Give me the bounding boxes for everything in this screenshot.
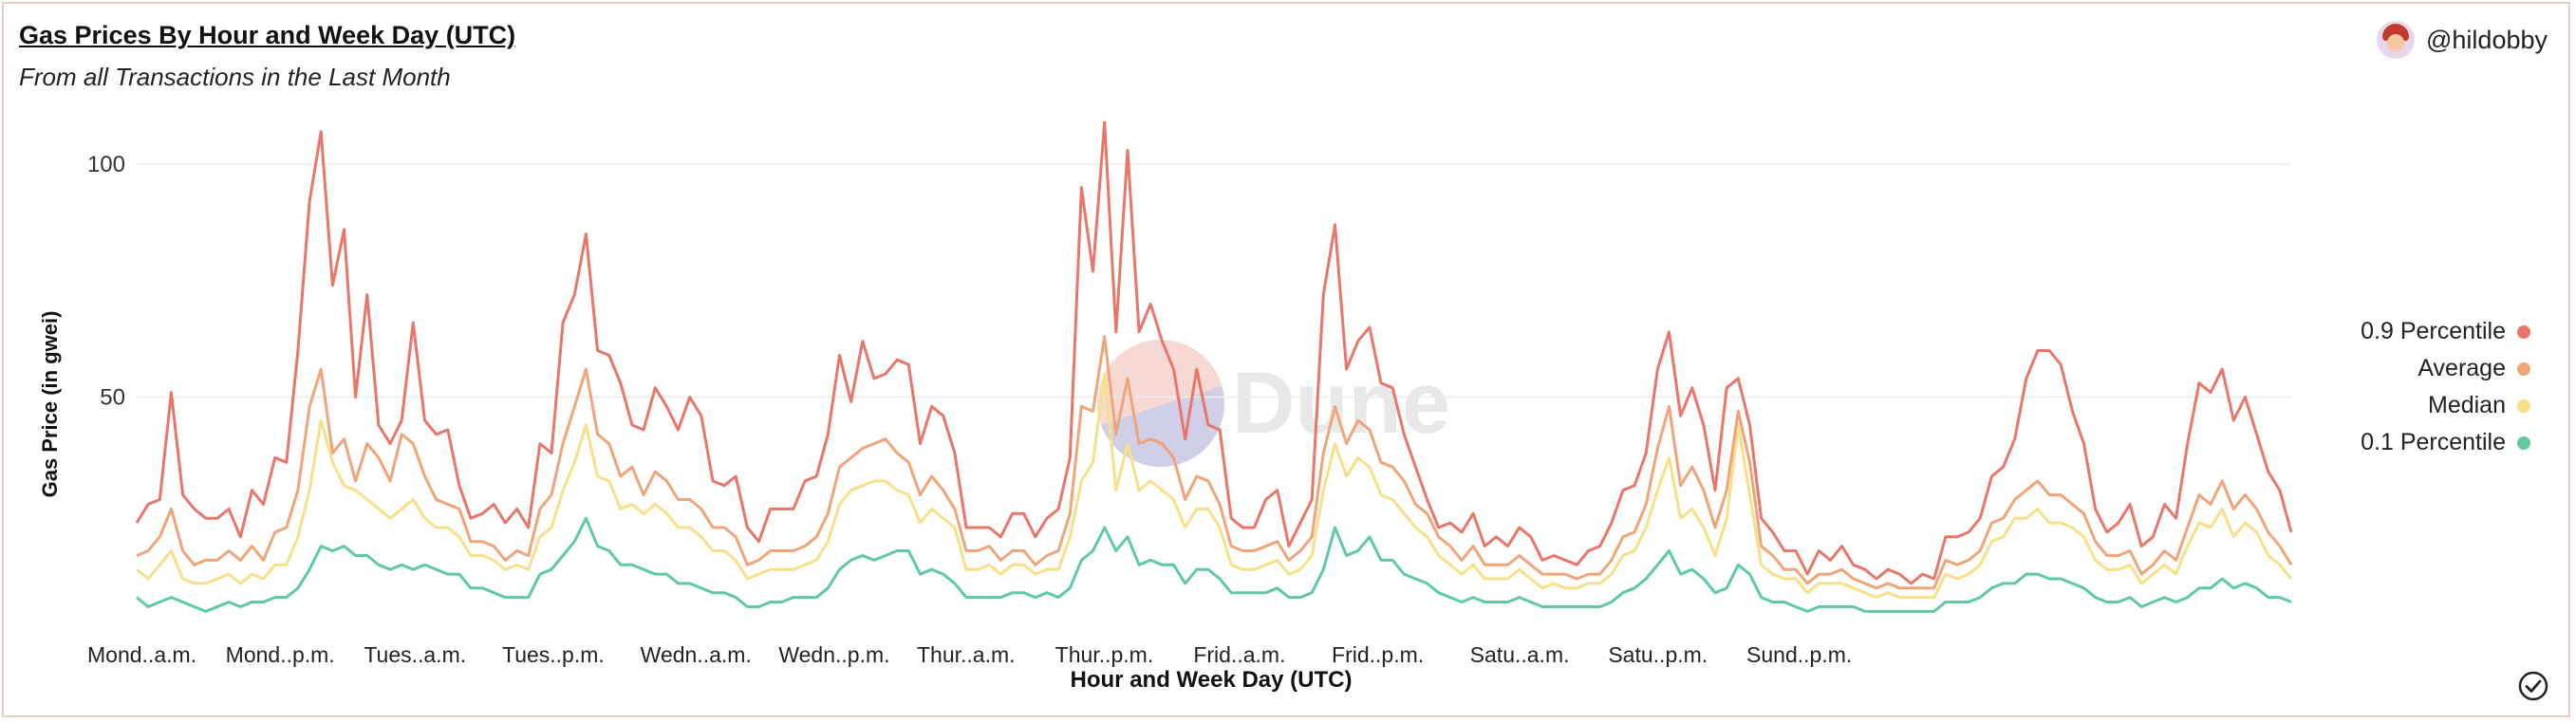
x-tick-label: Wedn..a.m. <box>641 642 752 667</box>
author-name[interactable]: @hildobby <box>2426 25 2548 54</box>
x-tick-label: Satu..a.m. <box>1470 642 1570 667</box>
legend-item[interactable]: 0.9 Percentile <box>2361 313 2530 350</box>
legend-item[interactable]: Median <box>2361 387 2530 424</box>
x-tick-label: Frid..p.m. <box>1332 642 1424 667</box>
dune-watermark-text: Dune <box>1232 355 1450 452</box>
legend-label: Median <box>2428 392 2506 418</box>
legend-label: Average <box>2417 355 2506 381</box>
chart-subtitle: From all Transactions in the Last Month <box>19 63 451 91</box>
x-tick-label: Mond..p.m. <box>226 642 335 667</box>
y-axis-label: Gas Price (in gwei) <box>38 311 62 498</box>
series-line-0-9-percentile[interactable] <box>135 120 2293 585</box>
x-axis-label: Hour and Week Day (UTC) <box>1071 667 1353 693</box>
legend-dot-icon <box>2517 362 2530 376</box>
x-tick-label: Satu..p.m. <box>1608 642 1708 667</box>
legend-dot-icon <box>2517 324 2530 339</box>
x-tick-label: Wedn..p.m. <box>778 642 889 667</box>
check-circle-icon[interactable] <box>2517 670 2549 702</box>
avatar-icon[interactable] <box>2377 21 2415 59</box>
x-tick-label: Frid..a.m. <box>1193 642 1285 667</box>
chart-legend: 0.9 Percentile Average Median 0.1 Percentil… <box>2361 313 2530 461</box>
legend-label: 0.1 Percentile <box>2361 429 2506 455</box>
y-tick-label: 50 <box>100 385 125 411</box>
series-line-average[interactable] <box>136 335 2293 590</box>
line-chart: Dune Mond..a.m. Mond..p.m. Tues..a.m. Tues.… <box>38 120 2293 693</box>
legend-dot-icon <box>2517 399 2530 413</box>
x-tick-label: Tues..p.m. <box>502 642 605 667</box>
y-tick-label: 100 <box>87 152 125 177</box>
legend-item[interactable]: Average <box>2361 350 2530 387</box>
dune-watermark: Dune <box>1097 340 1450 467</box>
x-tick-label: Mond..a.m. <box>87 642 196 667</box>
series-line-0-1-percentile[interactable] <box>136 516 2292 613</box>
x-tick-label: Thur..p.m. <box>1055 642 1154 667</box>
legend-dot-icon <box>2517 436 2530 450</box>
legend-label: 0.9 Percentile <box>2361 318 2506 344</box>
x-tick-label: Thur..a.m. <box>917 642 1016 667</box>
x-tick-label: Sund..p.m. <box>1746 642 1852 667</box>
series-line-median[interactable] <box>136 372 2293 600</box>
author-badge[interactable]: @hildobby <box>2377 21 2548 59</box>
chart-title[interactable]: Gas Prices By Hour and Week Day (UTC) <box>19 21 516 49</box>
x-tick-label: Tues..a.m. <box>364 642 466 667</box>
legend-item[interactable]: 0.1 Percentile <box>2361 424 2530 461</box>
